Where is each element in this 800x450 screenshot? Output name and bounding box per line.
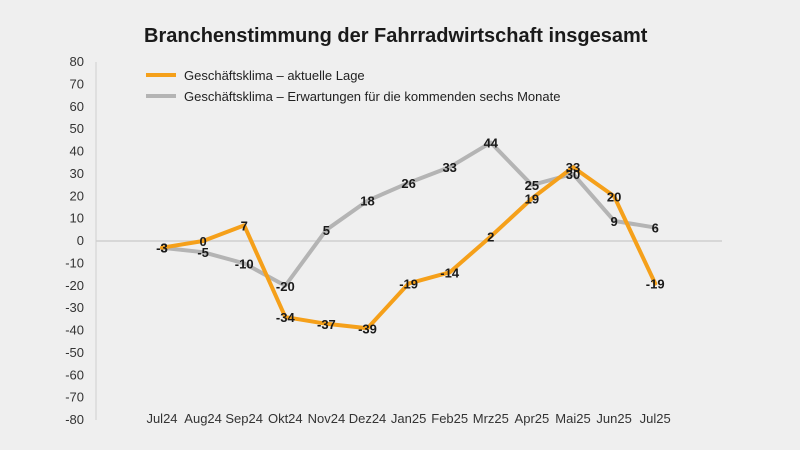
x-tick-label: Mai25 [555,411,590,426]
y-tick-label: -40 [65,323,84,338]
data-label-aktuelle-lage: 2 [487,230,494,245]
y-tick-label: -80 [65,412,84,427]
data-label-erwartungen: 5 [323,223,330,238]
data-label-erwartungen: -10 [235,256,254,271]
y-tick-label: 70 [70,76,84,91]
data-label-erwartungen: -5 [197,245,209,260]
legend-label-erwartungen: Geschäftsklima – Erwartungen für die kom… [184,89,560,104]
chart-title: Branchenstimmung der Fahrradwirtschaft i… [144,25,648,47]
x-tick-label: Apr25 [515,411,550,426]
x-tick-label: Sep24 [225,411,263,426]
y-tick-label: -50 [65,345,84,360]
series-line-aktuelle-lage [160,165,658,331]
axis-layer: 80706050403020100-10-20-30-40-50-60-70-8… [65,54,722,427]
data-label-erwartungen: 25 [525,178,539,193]
data-label-erwartungen: 44 [484,136,499,151]
data-label-aktuelle-lage: 0 [199,234,206,249]
series-line-erwartungen [160,140,658,288]
data-label-aktuelle-lage: -37 [317,317,336,332]
series-layer [160,140,658,331]
data-label-aktuelle-lage: 33 [566,160,580,175]
y-tick-label: -60 [65,367,84,382]
x-tick-label: Aug24 [184,411,222,426]
data-label-aktuelle-lage: -34 [276,310,296,325]
legend: Geschäftsklima – aktuelle Lage Geschäfts… [146,68,560,104]
y-tick-label: 20 [70,188,84,203]
x-tick-label: Jul24 [146,411,177,426]
x-tick-label: Feb25 [431,411,468,426]
data-label-aktuelle-lage: -39 [358,321,377,336]
legend-label-aktuelle-lage: Geschäftsklima – aktuelle Lage [184,68,365,83]
y-tick-label: 10 [70,211,84,226]
data-label-erwartungen: 18 [360,194,374,209]
y-tick-label: -20 [65,278,84,293]
data-label-erwartungen: -3 [156,241,168,256]
y-tick-label: -30 [65,300,84,315]
x-tick-label: Nov24 [308,411,346,426]
y-tick-label: 30 [70,166,84,181]
data-label-erwartungen: 6 [652,221,659,236]
y-tick-label: -10 [65,255,84,270]
data-label-erwartungen: 30 [566,167,580,182]
y-tick-label: -70 [65,390,84,405]
y-tick-label: 0 [77,233,84,248]
data-label-erwartungen: 33 [442,160,456,175]
data-label-aktuelle-lage: 20 [607,189,621,204]
data-label-erwartungen: 9 [610,214,617,229]
x-tick-label: Jun25 [596,411,631,426]
data-label-aktuelle-lage: -14 [440,265,460,280]
y-tick-label: 80 [70,54,84,69]
x-tick-label: Jan25 [391,411,426,426]
data-label-erwartungen: 26 [401,176,415,191]
y-tick-label: 40 [70,144,84,159]
x-tick-label: Mrz25 [473,411,509,426]
data-label-aktuelle-lage: -3 [156,241,168,256]
y-tick-label: 60 [70,99,84,114]
x-tick-label: Jul25 [640,411,671,426]
x-tick-label: Okt24 [268,411,303,426]
data-label-aktuelle-lage: -19 [646,277,665,292]
y-tick-label: 50 [70,121,84,136]
data-label-aktuelle-lage: 7 [241,218,248,233]
data-label-erwartungen: -20 [276,279,295,294]
x-tick-label: Dez24 [349,411,387,426]
data-label-aktuelle-lage: 19 [525,191,539,206]
data-label-aktuelle-lage: -19 [399,277,418,292]
